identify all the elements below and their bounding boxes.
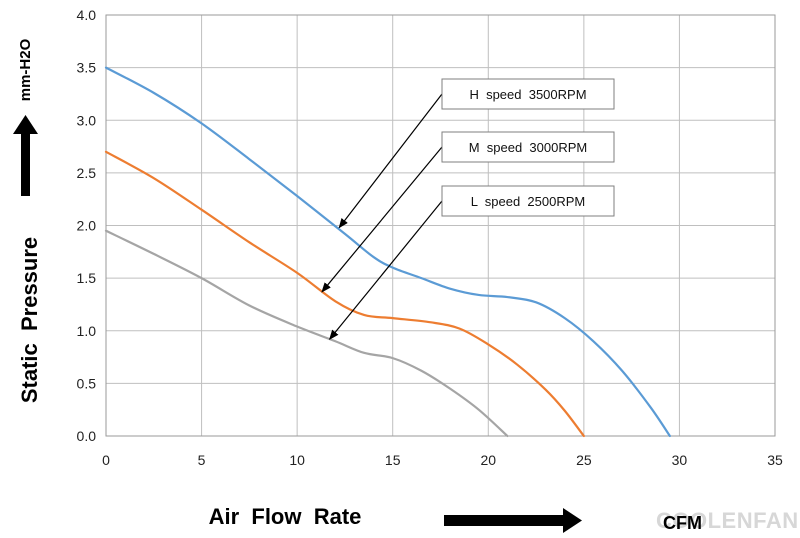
series-line-l-speed — [104, 229, 509, 438]
x-tick-label: 5 — [198, 452, 206, 468]
x-axis-title: Air Flow Rate — [209, 504, 362, 529]
series-line-h-speed — [104, 66, 671, 438]
x-tick-label: 20 — [480, 452, 496, 468]
y-unit-group: mm-H2O — [17, 38, 34, 101]
y-tick-label: 0.0 — [77, 428, 97, 444]
y-tick-label: 1.5 — [77, 270, 97, 286]
x-tick-label: 35 — [767, 452, 783, 468]
y-tick-label: 4.0 — [77, 7, 97, 23]
x-tick-label: 15 — [385, 452, 401, 468]
y-axis-unit: mm-H2O — [17, 38, 34, 101]
callout-box — [441, 78, 615, 110]
callout-m-speed: M speed 3000RPM — [321, 131, 615, 293]
y-tick-label: 3.0 — [77, 112, 97, 128]
callout-label: H speed 3500RPM — [469, 87, 586, 102]
x-tick-label: 25 — [576, 452, 592, 468]
y-axis-title: Static Pressure — [17, 237, 42, 403]
y-tick-label: 0.5 — [77, 375, 97, 391]
callout-arrow — [338, 93, 443, 229]
y-tick-label: 3.5 — [77, 60, 97, 76]
callout-h-speed: H speed 3500RPM — [338, 78, 615, 229]
callout-l-speed: L speed 2500RPM — [329, 185, 615, 340]
watermark-logo: COOLENFAN — [656, 508, 799, 533]
callout-arrow — [321, 146, 443, 293]
x-axis-arrow — [444, 508, 582, 533]
y-tick-labels: 0.0 0.5 1.0 1.5 2.0 2.5 3.0 3.5 4.0 — [77, 7, 97, 444]
x-tick-label: 10 — [289, 452, 305, 468]
callout-box — [441, 185, 615, 217]
series-callouts: H speed 3500RPM M speed 3000RPM L speed 25… — [321, 78, 615, 340]
x-tick-label: 0 — [102, 452, 110, 468]
series-line-m-speed — [104, 150, 585, 438]
callout-label: L speed 2500RPM — [471, 194, 585, 209]
series-lines — [104, 66, 671, 438]
y-tick-label: 1.0 — [77, 323, 97, 339]
y-axis-title-group: Static Pressure — [17, 237, 42, 403]
x-tick-labels: 0 5 10 15 20 25 30 35 — [102, 452, 783, 468]
gridlines — [105, 14, 776, 437]
x-tick-label: 30 — [672, 452, 688, 468]
x-axis-unit: CFM — [663, 513, 702, 533]
y-tick-label: 2.0 — [77, 218, 97, 234]
y-tick-label: 2.5 — [77, 165, 97, 181]
callout-box — [441, 131, 615, 163]
plot-area-border — [105, 14, 776, 437]
y-axis-arrow — [13, 115, 38, 196]
callout-label: M speed 3000RPM — [469, 140, 588, 155]
callout-arrow — [329, 200, 443, 340]
